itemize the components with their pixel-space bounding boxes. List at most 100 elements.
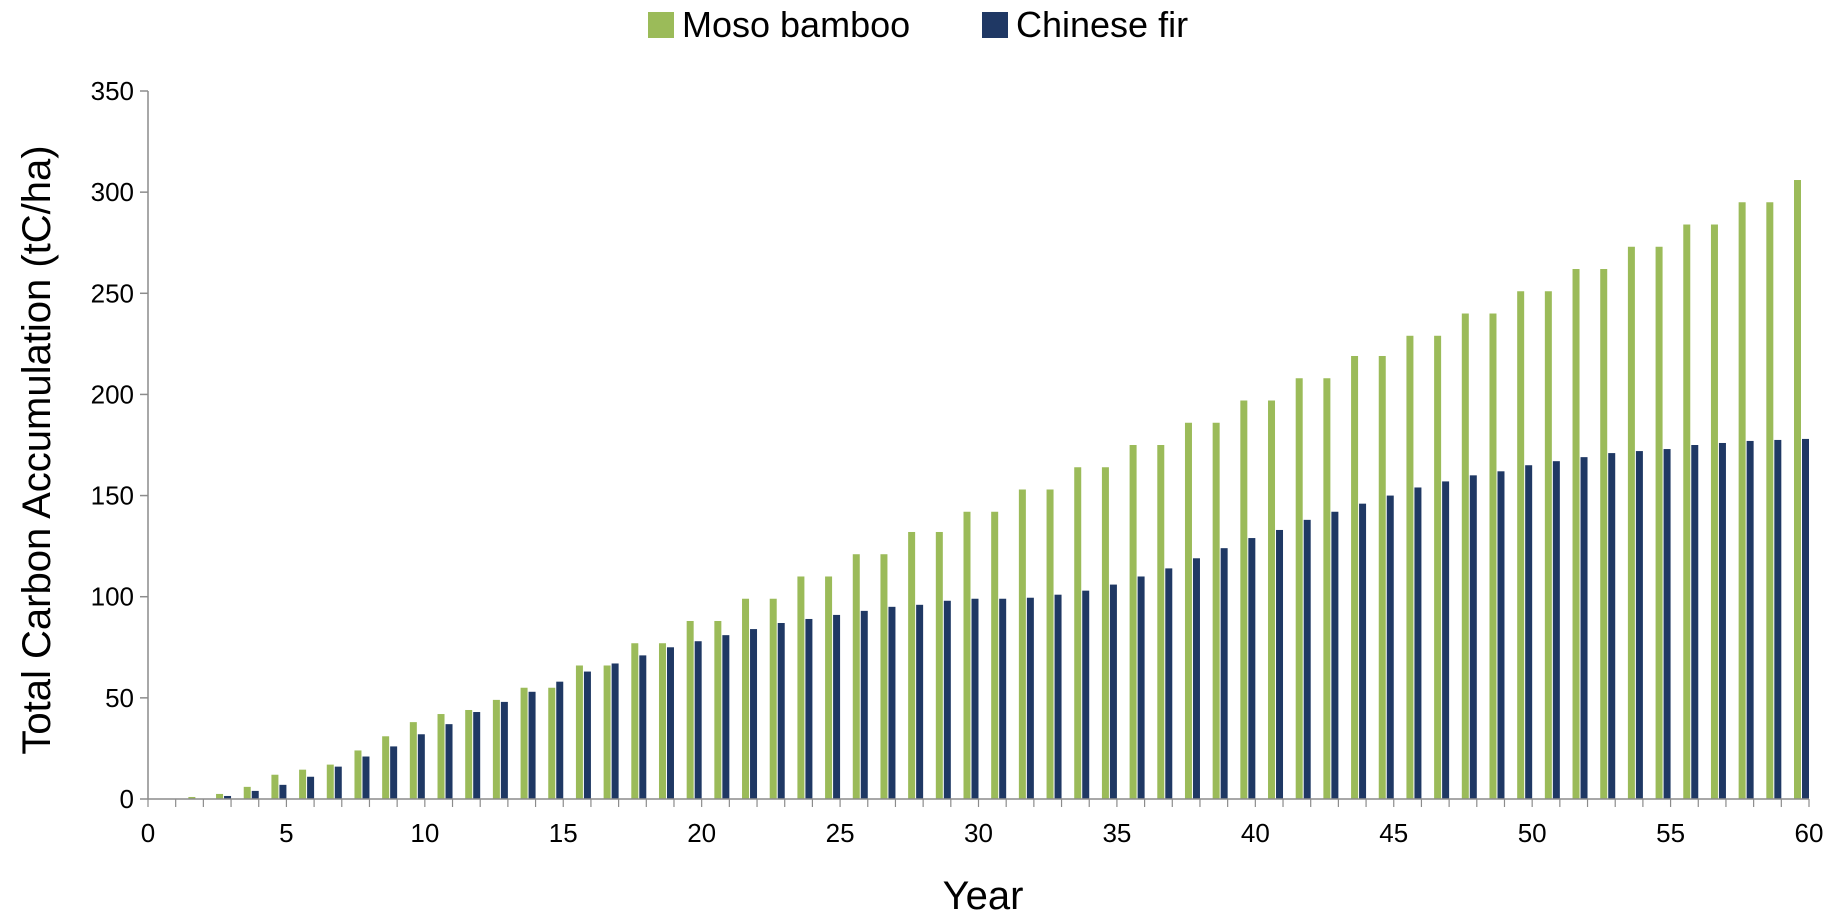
x-tick-label: 35	[1102, 818, 1131, 848]
bar-moso-bamboo-year-42	[1295, 378, 1303, 799]
bar-moso-bamboo-year-12	[465, 709, 473, 799]
x-tick-label: 55	[1656, 818, 1685, 848]
x-tick-label: 40	[1241, 818, 1270, 848]
bar-chinese-fir-year-28	[916, 604, 924, 799]
bar-chinese-fir-year-13	[500, 701, 508, 799]
bar-chinese-fir-year-11	[445, 724, 453, 799]
bar-moso-bamboo-year-45	[1378, 355, 1386, 799]
y-tick-label: 150	[91, 481, 134, 511]
bar-chinese-fir-year-16	[583, 671, 591, 799]
bar-chinese-fir-year-10	[417, 734, 425, 799]
bar-chinese-fir-year-4	[251, 790, 259, 799]
x-tick-label: 10	[410, 818, 439, 848]
bar-moso-bamboo-year-11	[437, 714, 445, 799]
bar-chinese-fir-year-40	[1248, 538, 1256, 799]
bar-chinese-fir-year-7	[334, 766, 342, 799]
bar-chinese-fir-year-21	[722, 635, 730, 799]
bar-chinese-fir-year-32	[1026, 597, 1034, 799]
bar-chinese-fir-year-51	[1552, 461, 1560, 799]
x-tick-label: 25	[826, 818, 855, 848]
bar-chinese-fir-year-56	[1691, 445, 1699, 799]
x-axis-title: Year	[943, 874, 1024, 918]
bar-chinese-fir-year-39	[1220, 548, 1228, 799]
legend-label-moso-bamboo: Moso bamboo	[682, 4, 910, 45]
bar-chinese-fir-year-26	[860, 610, 868, 799]
bar-chinese-fir-year-8	[362, 756, 370, 799]
x-tick-label: 50	[1518, 818, 1547, 848]
bar-moso-bamboo-year-4	[243, 786, 251, 799]
bar-moso-bamboo-year-30	[963, 511, 971, 799]
bar-moso-bamboo-year-55	[1655, 246, 1663, 799]
bar-moso-bamboo-year-5	[271, 774, 279, 799]
x-tick-label: 15	[549, 818, 578, 848]
bar-moso-bamboo-year-31	[991, 511, 999, 799]
bar-moso-bamboo-year-33	[1046, 489, 1054, 799]
y-tick-label: 300	[91, 177, 134, 207]
bar-chinese-fir-year-48	[1469, 475, 1477, 799]
bar-chinese-fir-year-5	[279, 784, 287, 799]
bar-chinese-fir-year-49	[1497, 471, 1505, 799]
legend: Moso bamboo Chinese fir	[648, 4, 1188, 45]
bars-group	[160, 180, 1809, 799]
bar-moso-bamboo-year-29	[935, 531, 943, 799]
bar-chinese-fir-year-12	[473, 712, 481, 799]
bar-moso-bamboo-year-47	[1434, 335, 1442, 799]
legend-label-chinese-fir: Chinese fir	[1016, 4, 1188, 45]
bar-chinese-fir-year-18	[639, 655, 647, 799]
bar-chinese-fir-year-52	[1580, 457, 1588, 799]
bar-chinese-fir-year-3	[224, 795, 232, 799]
bar-chinese-fir-year-58	[1746, 440, 1754, 799]
bar-chinese-fir-year-22	[750, 629, 758, 799]
bar-moso-bamboo-year-25	[825, 576, 833, 799]
y-tick-label: 100	[91, 582, 134, 612]
bar-chinese-fir-year-35	[1109, 584, 1117, 799]
bar-moso-bamboo-year-22	[742, 598, 750, 799]
legend-swatch-moso-bamboo	[648, 12, 674, 38]
bar-chinese-fir-year-15	[556, 681, 564, 799]
y-tick-label: 0	[120, 784, 134, 814]
bar-chinese-fir-year-14	[528, 691, 536, 799]
bar-moso-bamboo-year-26	[852, 554, 860, 799]
bar-moso-bamboo-year-51	[1544, 291, 1552, 799]
bar-moso-bamboo-year-28	[908, 531, 916, 799]
y-tick-label: 50	[105, 683, 134, 713]
bar-chinese-fir-year-6	[307, 776, 315, 799]
bar-moso-bamboo-year-35	[1101, 467, 1109, 799]
bar-chinese-fir-year-30	[971, 598, 979, 799]
bar-chinese-fir-year-23	[777, 623, 785, 799]
bar-chinese-fir-year-29	[943, 600, 951, 799]
bar-chinese-fir-year-60	[1802, 438, 1809, 799]
bar-chinese-fir-year-24	[805, 618, 813, 799]
bar-moso-bamboo-year-38	[1184, 422, 1192, 799]
bar-moso-bamboo-year-56	[1683, 224, 1691, 799]
bar-chinese-fir-year-57	[1718, 442, 1726, 799]
x-tick-label: 20	[687, 818, 716, 848]
bar-moso-bamboo-year-40	[1240, 400, 1248, 799]
x-tick-label: 5	[279, 818, 293, 848]
bar-moso-bamboo-year-53	[1600, 269, 1608, 799]
bar-chinese-fir-year-36	[1137, 576, 1145, 799]
bar-moso-bamboo-year-15	[548, 687, 556, 799]
bar-moso-bamboo-year-20	[686, 620, 694, 799]
bar-moso-bamboo-year-60	[1794, 180, 1801, 799]
bar-moso-bamboo-year-2	[188, 796, 196, 799]
bar-moso-bamboo-year-10	[409, 722, 417, 799]
bar-moso-bamboo-year-18	[631, 643, 639, 799]
bar-moso-bamboo-year-13	[492, 699, 500, 799]
bar-moso-bamboo-year-32	[1018, 489, 1026, 799]
bar-chinese-fir-year-42	[1303, 519, 1311, 799]
bar-chinese-fir-year-54	[1635, 451, 1643, 799]
y-axis-title: Total Carbon Accumulation (tC/ha)	[15, 145, 59, 754]
bar-chinese-fir-year-45	[1386, 495, 1394, 799]
bar-chinese-fir-year-33	[1054, 594, 1062, 799]
bar-moso-bamboo-year-6	[299, 769, 307, 799]
bar-chinese-fir-year-20	[694, 641, 702, 799]
y-tick-label: 350	[91, 76, 134, 106]
bar-moso-bamboo-year-41	[1268, 400, 1276, 799]
bar-moso-bamboo-year-52	[1572, 269, 1580, 799]
bar-chinese-fir-year-59	[1774, 439, 1782, 799]
bar-chinese-fir-year-17	[611, 663, 619, 799]
bar-moso-bamboo-year-48	[1461, 313, 1469, 799]
bar-moso-bamboo-year-59	[1766, 202, 1774, 799]
bar-chinese-fir-year-44	[1359, 503, 1367, 799]
